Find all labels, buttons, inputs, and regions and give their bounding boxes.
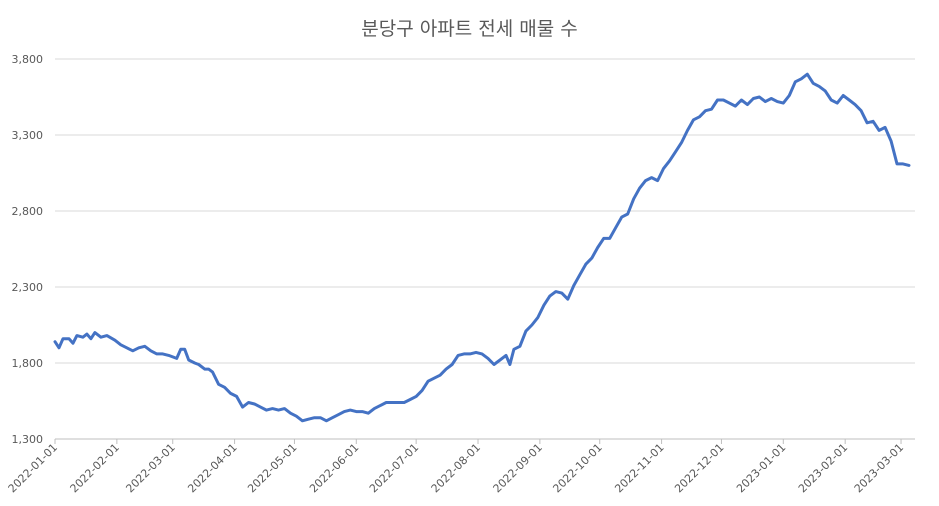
x-tick-label: 2023-03-01 — [852, 441, 906, 495]
x-tick-label: 2023-02-01 — [796, 441, 850, 495]
x-tick-label: 2022-07-01 — [367, 441, 421, 495]
x-tick-label: 2022-08-01 — [429, 441, 483, 495]
y-axis: 1,300 1,800 2,300 2,800 3,300 3,800 — [12, 53, 44, 446]
series-line — [53, 72, 911, 423]
x-tick-label: 2022-09-01 — [491, 441, 545, 495]
chart-title: 분당구 아파트 전세 매물 수 — [361, 18, 578, 40]
x-tick-label: 2022-01-01 — [6, 441, 60, 495]
x-axis: 2022-01-01 2022-02-01 2022-03-01 2022-04-01… — [6, 439, 906, 495]
x-tick-label: 2022-11-01 — [612, 441, 666, 495]
x-tick-label: 2022-03-01 — [123, 441, 177, 495]
y-tick-label: 1,300 — [12, 433, 44, 446]
y-tick-label: 3,800 — [12, 53, 44, 66]
y-tick-label: 1,800 — [12, 357, 44, 370]
x-tick-label: 2022-12-01 — [672, 441, 726, 495]
grid-lines — [55, 58, 915, 440]
x-tick-label: 2022-04-01 — [185, 441, 239, 495]
y-tick-label: 3,300 — [12, 129, 44, 142]
x-tick-label: 2023-01-01 — [734, 441, 788, 495]
x-tick-label: 2022-05-01 — [245, 441, 299, 495]
y-tick-label: 2,800 — [12, 205, 44, 218]
series-layer — [53, 72, 911, 423]
y-tick-label: 2,300 — [12, 281, 44, 294]
x-tick-label: 2022-10-01 — [550, 441, 604, 495]
x-tick-label: 2022-06-01 — [307, 441, 361, 495]
x-tick-label: 2022-02-01 — [68, 441, 122, 495]
